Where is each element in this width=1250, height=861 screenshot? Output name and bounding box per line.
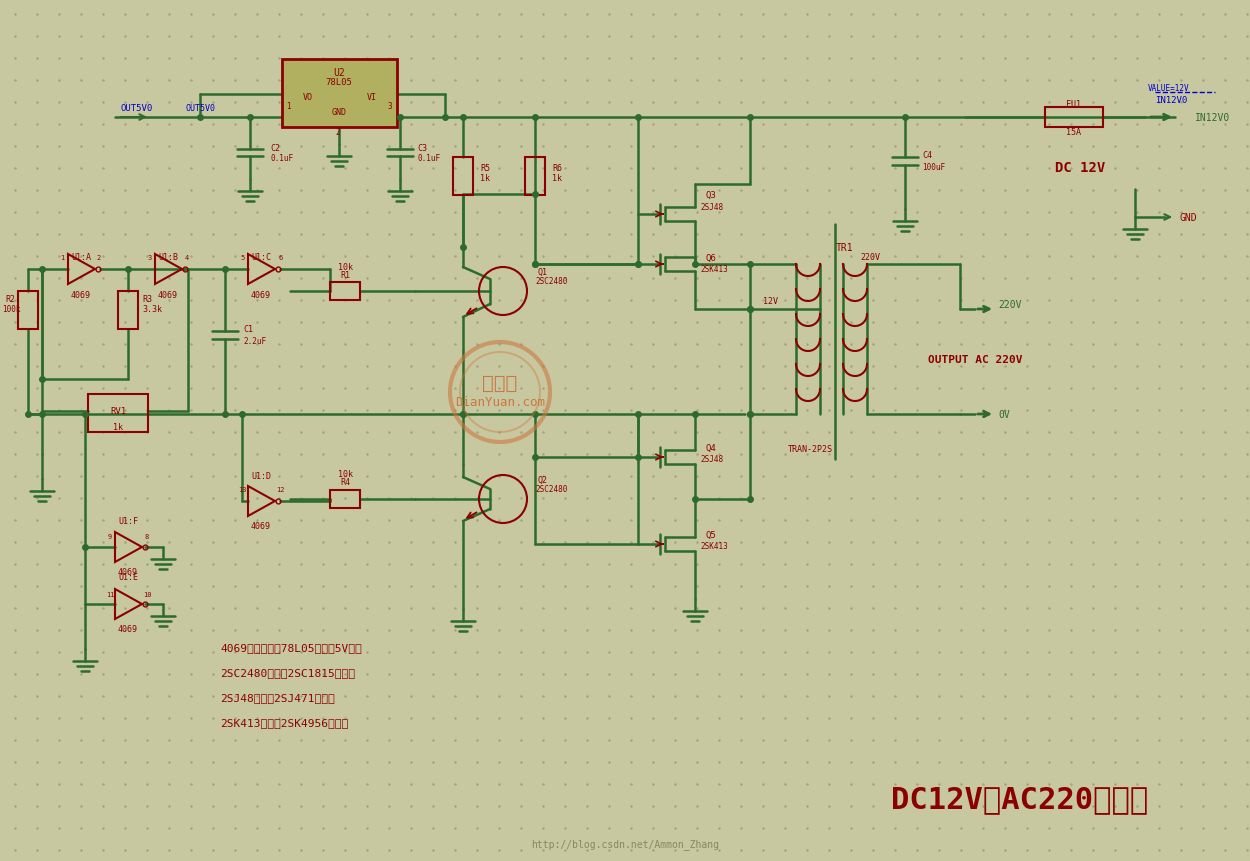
Text: 4069的电源使用78L05输出的5V供电: 4069的电源使用78L05输出的5V供电	[220, 642, 361, 653]
Text: 2SJ48: 2SJ48	[700, 455, 722, 464]
Text: 5: 5	[241, 255, 245, 261]
Text: TR1: TR1	[836, 243, 854, 253]
Text: VALUE=12V: VALUE=12V	[1148, 84, 1190, 92]
Bar	[1045, 108, 1102, 127]
Text: 1k: 1k	[112, 423, 123, 432]
Text: 13: 13	[238, 486, 246, 492]
Text: IN12V0: IN12V0	[1195, 113, 1230, 123]
Text: 电源网: 电源网	[482, 373, 518, 392]
Text: 2SJ48可以用2SJ471来代替: 2SJ48可以用2SJ471来代替	[220, 692, 335, 703]
Text: R3: R3	[142, 295, 152, 304]
Text: DianYuan.com: DianYuan.com	[455, 396, 545, 409]
Text: Q4: Q4	[705, 443, 716, 452]
Text: U1:D: U1:D	[251, 472, 271, 481]
Text: Q3: Q3	[705, 190, 716, 199]
Bar	[330, 282, 360, 300]
Text: DC 12V: DC 12V	[1055, 161, 1105, 175]
Text: 3: 3	[388, 102, 392, 110]
Text: VO: VO	[302, 92, 312, 102]
Text: 2SC2480可以用2SC1815来代替: 2SC2480可以用2SC1815来代替	[220, 667, 355, 678]
Text: 2SC2480: 2SC2480	[535, 485, 568, 494]
Text: C3: C3	[418, 143, 428, 152]
Text: 15A: 15A	[1066, 127, 1081, 136]
Text: TRAN-2P2S: TRAN-2P2S	[788, 445, 832, 454]
Text: 0.1uF: 0.1uF	[418, 153, 440, 163]
Text: 1k: 1k	[480, 173, 490, 183]
Text: 2SK413可以用2SK4956来代替: 2SK413可以用2SK4956来代替	[220, 717, 349, 728]
Text: 9: 9	[107, 533, 112, 539]
Text: DC12V到AC220逆变器: DC12V到AC220逆变器	[891, 784, 1149, 814]
Text: VI: VI	[368, 92, 378, 102]
Text: 3.3k: 3.3k	[142, 305, 162, 314]
Text: 0.1uF: 0.1uF	[270, 153, 294, 163]
Text: R1: R1	[340, 270, 350, 279]
Text: 10: 10	[142, 592, 151, 598]
Text: 10k: 10k	[338, 470, 352, 479]
Text: C1: C1	[242, 325, 252, 334]
Text: 220V: 220V	[860, 253, 880, 263]
Bar	[282, 60, 398, 127]
Text: GND: GND	[331, 108, 346, 116]
Text: IN12V0: IN12V0	[1155, 96, 1188, 104]
Text: 2SJ48: 2SJ48	[700, 202, 722, 211]
Text: 2.2uF: 2.2uF	[242, 338, 266, 346]
Text: R2: R2	[5, 295, 15, 304]
Text: 4: 4	[185, 255, 189, 261]
Text: R4: R4	[340, 478, 350, 487]
Text: 1: 1	[286, 102, 290, 110]
Text: 2: 2	[336, 127, 340, 136]
Text: 4069: 4069	[71, 290, 91, 299]
Text: OUT5V0: OUT5V0	[120, 103, 152, 113]
Text: http://blog.csdn.net/Ammon_Zhang: http://blog.csdn.net/Ammon_Zhang	[531, 839, 719, 850]
Text: OUT5V0: OUT5V0	[185, 103, 215, 113]
Text: 100k: 100k	[2, 305, 20, 314]
Text: 6: 6	[279, 255, 284, 261]
Text: 2: 2	[98, 255, 101, 261]
Text: RV1: RV1	[110, 407, 126, 416]
Text: OUTPUT AC 220V: OUTPUT AC 220V	[928, 355, 1022, 364]
Text: Q5: Q5	[705, 530, 716, 539]
Text: 12: 12	[276, 486, 284, 492]
Text: 12V: 12V	[762, 297, 778, 307]
Text: 8: 8	[145, 533, 149, 539]
Text: R5: R5	[480, 164, 490, 172]
Text: U1:C: U1:C	[251, 253, 271, 263]
Text: 11: 11	[106, 592, 114, 598]
Bar	[118, 292, 138, 330]
Text: U2: U2	[334, 68, 345, 77]
Text: 4069: 4069	[118, 568, 138, 577]
Text: 100uF: 100uF	[922, 163, 945, 171]
Text: C4: C4	[922, 151, 932, 159]
Text: 4069: 4069	[118, 625, 138, 634]
Text: U1:F: U1:F	[118, 517, 138, 526]
Text: 220V: 220V	[998, 300, 1021, 310]
Text: 0V: 0V	[998, 410, 1010, 419]
Text: 4069: 4069	[251, 290, 271, 299]
Text: GND: GND	[1180, 213, 1198, 223]
Text: C2: C2	[270, 143, 280, 152]
Bar	[330, 491, 360, 508]
Text: FU1: FU1	[1066, 99, 1081, 108]
Text: 10k: 10k	[338, 263, 352, 272]
Text: 3: 3	[148, 255, 152, 261]
Text: Q1: Q1	[538, 267, 548, 276]
Text: 2SC2480: 2SC2480	[535, 277, 568, 286]
Text: 4069: 4069	[251, 522, 271, 531]
Text: 1k: 1k	[552, 173, 562, 183]
Text: U1:B: U1:B	[158, 253, 177, 263]
Text: 2SK413: 2SK413	[700, 542, 728, 551]
Text: Q6: Q6	[705, 253, 716, 263]
Text: R6: R6	[552, 164, 562, 172]
Text: 4069: 4069	[158, 290, 177, 299]
Text: U1:E: U1:E	[118, 573, 138, 582]
Text: 78L05: 78L05	[325, 77, 352, 86]
Text: 1: 1	[60, 255, 64, 261]
Text: U1:A: U1:A	[71, 253, 91, 263]
Bar	[18, 292, 38, 330]
Bar	[88, 394, 148, 432]
Bar	[452, 158, 472, 195]
Text: 2SK413: 2SK413	[700, 265, 728, 274]
Bar	[525, 158, 545, 195]
Text: Q2: Q2	[538, 475, 548, 484]
